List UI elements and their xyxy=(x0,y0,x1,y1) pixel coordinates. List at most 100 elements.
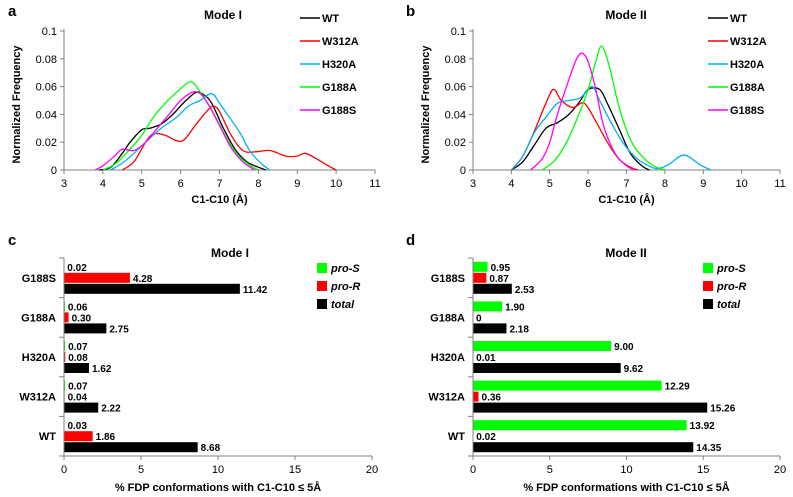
legend-label: W312A xyxy=(730,36,767,48)
legend-swatch xyxy=(317,281,327,291)
bar-pro-R xyxy=(64,431,93,442)
bar-total xyxy=(473,442,694,453)
panel-d: d Mode II G188S 0.950.87 2.53 G188A 1.90 0 2.18 H… xyxy=(406,232,786,494)
y-tick-label: 0 xyxy=(460,165,466,177)
bar-total xyxy=(64,442,198,453)
x-tick-label: 15 xyxy=(289,464,301,476)
bar-value-label: 0.36 xyxy=(482,393,502,404)
legend-label: G188S xyxy=(322,105,356,117)
bar-value-label: 0.06 xyxy=(68,302,88,313)
category-label: H320A xyxy=(431,352,465,364)
legend-swatch xyxy=(317,263,327,273)
y-tick-label: 0.08 xyxy=(445,54,466,66)
x-tick-label: 6 xyxy=(585,178,591,190)
x-tick-label: 0 xyxy=(470,464,476,476)
legend-label: pro-R xyxy=(716,281,746,293)
bar-value-label: 9.62 xyxy=(624,364,644,375)
bar-total xyxy=(64,402,99,413)
bar-value-label: 2.75 xyxy=(109,324,129,335)
series-line-g188s xyxy=(94,90,255,171)
bar-total xyxy=(64,323,107,334)
y-axis-label: Normalized Frequency xyxy=(420,45,432,164)
x-tick-label: 20 xyxy=(774,464,786,476)
y-tick-label: 0.08 xyxy=(36,54,57,66)
bar-pro-R xyxy=(64,312,69,323)
legend-label: G188A xyxy=(730,82,765,94)
bar-total xyxy=(64,363,89,373)
bar-value-label: 15.26 xyxy=(710,404,735,415)
bar-value-label: 1.90 xyxy=(505,302,525,313)
bar-value-label: 0.30 xyxy=(72,313,92,324)
series-line-w312a xyxy=(121,105,337,171)
bar-pro-R xyxy=(64,352,66,362)
panel-c: c Mode I G188S 0.02 4.28 11.42 G188A 0.060.30 2.… xyxy=(8,232,378,494)
bar-pro-S xyxy=(473,301,503,312)
legend-label: WT xyxy=(730,13,747,25)
x-tick-label: 4 xyxy=(508,178,514,190)
legend-swatch xyxy=(317,299,327,309)
category-label: W312A xyxy=(428,392,465,404)
x-tick-label: 4 xyxy=(100,178,106,190)
series-line-wt xyxy=(511,87,650,171)
legend-label: H320A xyxy=(322,59,356,71)
y-tick-label: 0.04 xyxy=(36,109,57,121)
bar-value-label: 14.35 xyxy=(696,443,721,454)
category-label: WT xyxy=(39,431,56,443)
bar-value-label: 0.01 xyxy=(476,353,496,364)
x-axis-label: % FDP conformations with C1-C10 ≤ 5Å xyxy=(115,481,321,494)
y-tick-label: 0.06 xyxy=(36,82,57,94)
x-tick-label: 6 xyxy=(178,178,184,190)
x-tick-label: 3 xyxy=(470,178,476,190)
x-tick-label: 5 xyxy=(139,178,145,190)
panel-a: a Mode I 0 0.02 0.04 0.06 0.08 0.1 3 4 5 6 7 8 9 10 11 C1… xyxy=(8,3,381,206)
bar-value-label: 1.86 xyxy=(96,432,116,443)
x-tick-label: 10 xyxy=(620,464,632,476)
x-axis-label: C1-C10 (Å) xyxy=(191,193,248,206)
bar-value-label: 2.18 xyxy=(509,324,529,335)
y-tick-label: 0.1 xyxy=(451,26,466,38)
x-tick-label: 9 xyxy=(294,178,300,190)
category-label: WT xyxy=(448,431,465,443)
category-label: G188A xyxy=(21,312,56,324)
legend-swatch xyxy=(703,299,713,309)
x-tick-label: 10 xyxy=(212,464,224,476)
bar-total xyxy=(473,323,507,334)
panel-b: b Mode II 0 0.02 0.04 0.06 0.08 0.1 3 4 5 6 7 8 9 10 11 C… xyxy=(406,3,786,206)
legend-swatch xyxy=(703,281,713,291)
x-tick-label: 5 xyxy=(547,464,553,476)
x-tick-label: 5 xyxy=(547,178,553,190)
bar-value-label: 0.07 xyxy=(68,342,88,353)
category-label: H320A xyxy=(22,352,56,364)
bar-total xyxy=(64,283,240,294)
chart-title: Mode I xyxy=(204,8,242,22)
series-line-wt xyxy=(98,91,267,171)
bar-pro-S xyxy=(473,341,612,351)
bar-total xyxy=(473,283,512,294)
panel-letter: c xyxy=(8,232,16,249)
bar-pro-R xyxy=(64,272,130,283)
series-line-g188s xyxy=(530,52,635,171)
panel-letter: b xyxy=(406,3,415,20)
panel-letter: d xyxy=(406,232,415,249)
series-line-g188a xyxy=(541,45,666,171)
bar-pro-S xyxy=(473,420,687,431)
y-tick-label: 0.1 xyxy=(42,26,57,38)
legend-label: W312A xyxy=(322,36,359,48)
y-tick-label: 0 xyxy=(51,165,57,177)
legend-label: H320A xyxy=(730,59,764,71)
legend-label: total xyxy=(331,299,355,311)
legend-label: G188A xyxy=(322,82,357,94)
bar-pro-S xyxy=(473,261,488,272)
category-label: G188S xyxy=(22,273,56,285)
category-label: G188A xyxy=(430,312,465,324)
bar-value-label: 0.07 xyxy=(68,382,88,393)
bar-value-label: 0.95 xyxy=(491,263,511,274)
legend-label: G188S xyxy=(730,105,764,117)
x-tick-label: 0 xyxy=(61,464,67,476)
x-axis-label: % FDP conformations with C1-C10 ≤ 5Å xyxy=(523,481,729,494)
bar-value-label: 2.53 xyxy=(515,285,535,296)
bar-value-label: 0 xyxy=(476,313,482,324)
series-line-h320a xyxy=(110,92,271,171)
bar-value-label: 0.03 xyxy=(67,421,87,432)
